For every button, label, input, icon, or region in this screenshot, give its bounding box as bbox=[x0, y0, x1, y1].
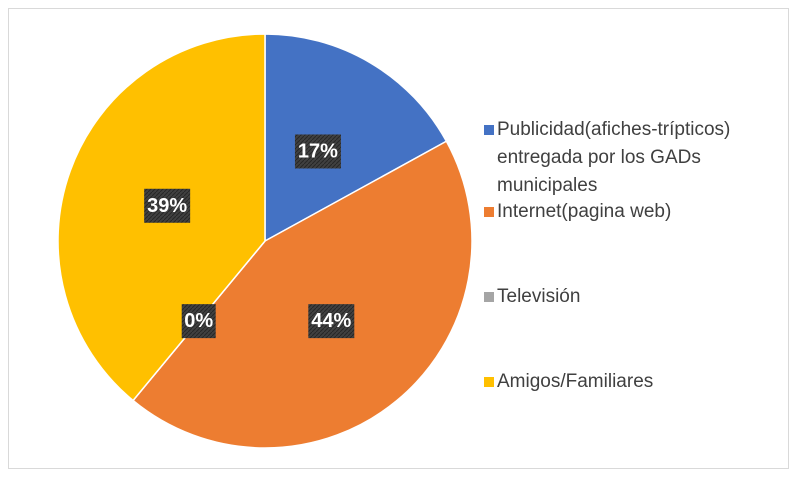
data-label: 39% bbox=[147, 195, 187, 217]
data-label-box bbox=[144, 188, 191, 223]
legend-swatch bbox=[484, 125, 494, 135]
legend-item: Amigos/Familiares bbox=[484, 368, 762, 396]
legend-label: Televisión bbox=[497, 286, 581, 307]
data-label: 0% bbox=[184, 310, 213, 332]
legend-label: Publicidad(afiches-trípticos) entregada … bbox=[497, 119, 731, 196]
pie-slice bbox=[264, 33, 448, 243]
data-label: 44% bbox=[311, 310, 351, 332]
data-label-box bbox=[294, 134, 341, 169]
legend-swatch bbox=[484, 292, 494, 302]
legend-item: Publicidad(afiches-trípticos) entregada … bbox=[484, 116, 762, 200]
legend-label: Amigos/Familiares bbox=[497, 371, 654, 392]
data-label: 17% bbox=[298, 140, 338, 162]
data-label-box bbox=[308, 304, 355, 339]
legend-item: Internet(pagina web) bbox=[484, 198, 762, 226]
legend-label: Internet(pagina web) bbox=[497, 201, 672, 222]
pie-slice bbox=[131, 140, 473, 449]
legend-item: Televisión bbox=[484, 283, 762, 311]
legend-swatch bbox=[484, 207, 494, 217]
data-label-box bbox=[181, 304, 216, 339]
legend-swatch bbox=[484, 377, 494, 387]
